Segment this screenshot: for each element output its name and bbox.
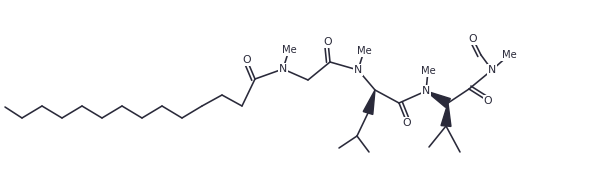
Text: N: N xyxy=(354,65,362,75)
Text: N: N xyxy=(422,86,430,96)
Polygon shape xyxy=(441,103,451,126)
Text: Me: Me xyxy=(501,50,516,60)
Text: Me: Me xyxy=(356,46,371,56)
Text: N: N xyxy=(279,64,287,74)
Text: Me: Me xyxy=(420,66,435,76)
Polygon shape xyxy=(363,90,375,114)
Polygon shape xyxy=(426,91,450,107)
Text: O: O xyxy=(403,118,412,128)
Text: Me: Me xyxy=(282,45,297,55)
Text: N: N xyxy=(488,65,496,75)
Text: O: O xyxy=(243,55,252,65)
Text: O: O xyxy=(483,96,492,106)
Text: O: O xyxy=(323,37,332,47)
Text: O: O xyxy=(468,34,477,44)
